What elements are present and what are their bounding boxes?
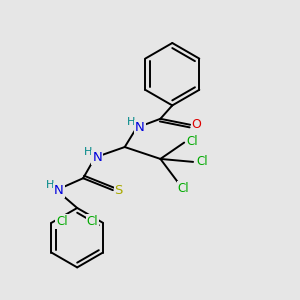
Text: N: N [54,184,64,196]
Text: N: N [135,121,145,134]
Text: Cl: Cl [56,215,68,228]
Text: Cl: Cl [87,215,98,228]
Text: H: H [46,180,54,190]
Text: S: S [115,184,123,196]
Text: Cl: Cl [187,135,198,148]
Text: N: N [92,151,102,164]
Text: O: O [192,118,202,131]
Text: Cl: Cl [178,182,189,194]
Text: Cl: Cl [196,155,208,168]
Text: H: H [127,117,136,128]
Text: H: H [84,147,93,157]
